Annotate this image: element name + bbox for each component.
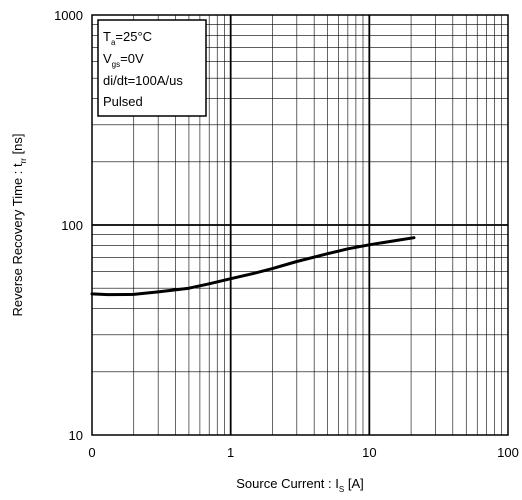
y-tick-label: 1000 [54, 8, 83, 23]
y-tick-labels: 10 100 1000 [54, 8, 83, 443]
y-tick-label: 100 [61, 218, 83, 233]
condition-vgs-rest: =0V [120, 51, 144, 66]
conditions-box-frame [97, 19, 207, 117]
condition-didt: di/dt=100A/us [103, 73, 183, 88]
condition-vgs: Vgs=0V [103, 51, 144, 69]
condition-ta: Ta=25°C [103, 29, 152, 47]
x-axis-label-unit: [A] [344, 476, 364, 491]
x-axis-label-sub: S [339, 485, 344, 494]
x-tick-labels: 0 1 10 100 [88, 445, 518, 460]
conditions-box: Ta=25°C Vgs=0V di/dt=100A/us Pulsed [97, 19, 207, 117]
x-tick-label: 0 [88, 445, 95, 460]
condition-mode: Pulsed [103, 94, 143, 109]
condition-vgs-main: V [103, 51, 112, 66]
y-axis-label-unit: [ns] [10, 133, 25, 158]
y-axis-label: Reverse Recovery Time : trr [ns] [10, 133, 28, 316]
x-axis-label: Source Current : IS [A] [236, 476, 363, 494]
condition-ta-main: T [103, 29, 111, 44]
plot-frame [91, 14, 509, 436]
condition-ta-rest: =25°C [115, 29, 152, 44]
series-line-0 [90, 236, 416, 297]
y-axis-label-sub: rr [19, 158, 28, 164]
series-layer [90, 236, 416, 297]
condition-ta-sub: a [111, 38, 116, 47]
major-grid [92, 15, 508, 435]
y-tick-label: 10 [69, 428, 83, 443]
y-axis-label-main: Reverse Recovery Time : t [10, 163, 25, 317]
x-tick-label: 100 [497, 445, 519, 460]
x-tick-label: 1 [227, 445, 234, 460]
x-tick-label: 10 [362, 445, 376, 460]
condition-vgs-sub: gs [112, 60, 120, 69]
x-axis-label-main: Source Current : I [236, 476, 339, 491]
